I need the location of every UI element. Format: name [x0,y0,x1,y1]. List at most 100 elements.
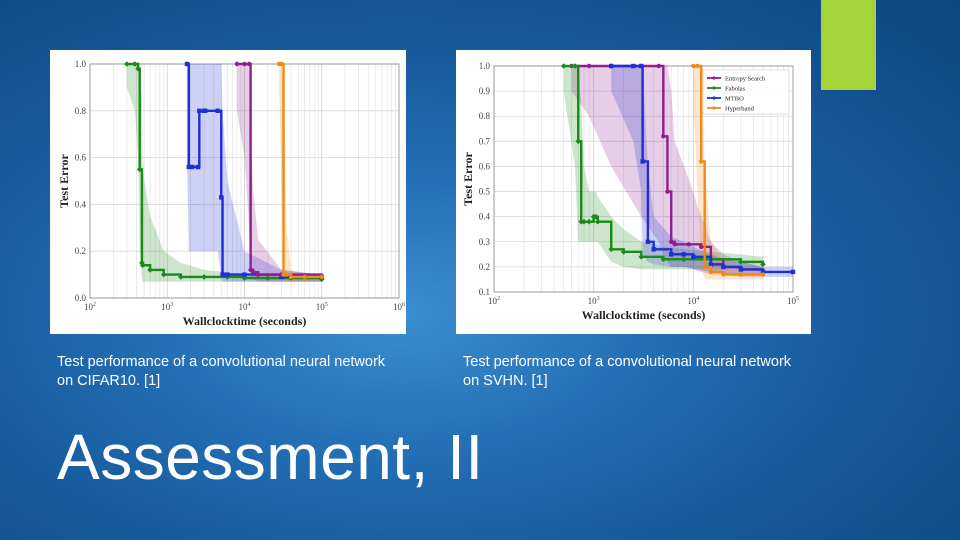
data-point [645,239,651,244]
data-point [225,272,230,277]
data-point [702,264,707,270]
x-tick-label: 103 [588,296,600,306]
y-tick-label: 0.8 [479,111,491,121]
data-point [139,260,145,266]
y-axis-label: Test Error [461,152,475,206]
legend-marker [712,86,716,90]
data-point [302,274,307,280]
series-line-3 [693,64,763,276]
legend-entry: Entropy Search [725,75,766,82]
data-point [661,134,666,139]
legend-entry: Fabolas [725,85,746,92]
data-point [139,262,146,269]
data-point [201,274,207,280]
data-point [586,218,592,225]
data-point [669,239,674,244]
legend-marker [712,96,716,100]
data-point [592,213,599,220]
data-point [790,269,796,275]
data-point [242,272,247,277]
x-axis-label: Wallclocktime (seconds) [582,308,706,322]
data-point [691,63,696,69]
data-point [680,256,687,263]
data-point [147,267,153,273]
series-band-3 [279,64,322,282]
data-point [665,189,670,194]
y-tick-label: 0.6 [75,153,87,163]
data-point [178,274,184,280]
data-point [220,272,225,277]
y-tick-label: 0.2 [75,246,86,256]
data-point [708,269,714,275]
slide-title: Assessment, II [57,421,484,493]
data-point [246,61,252,67]
data-point [639,63,644,69]
data-point [219,195,224,200]
y-tick-label: 0.2 [479,262,490,272]
caption-svhn: Test performance of a convolutional neur… [463,354,792,389]
data-point [586,63,592,69]
legend-entry: MTBO [725,95,744,102]
data-point [197,108,202,113]
y-tick-label: 0.1 [479,287,490,297]
data-point [638,254,645,260]
data-point [686,242,691,247]
data-point [281,272,286,277]
data-point [288,274,294,280]
data-point [656,63,661,69]
y-tick-label: 1.0 [75,59,87,69]
data-point [721,264,726,270]
series-band-2 [237,64,322,282]
data-point [203,108,208,113]
legend-marker [712,106,716,110]
data-point [279,61,284,67]
data-point [760,261,766,268]
data-point [284,272,289,277]
y-tick-label: 0.9 [479,86,491,96]
data-point [660,256,667,263]
data-point [760,269,766,275]
data-point [215,108,220,113]
data-point [186,164,191,170]
x-tick-label: 105 [787,296,799,306]
data-point [691,254,696,260]
data-point [318,276,325,283]
chart-cifar10: 0.0 0.2 0.4 0.6 0.8 1.0 102 103 104 105 106 Wallclo… [57,59,405,328]
data-point [721,272,726,277]
chart-panel-svhn: 0.1 0.2 0.3 0.4 0.5 0.6 0.7 0.8 0.9 1.0 102 103 104 1… [456,50,811,334]
data-point [594,218,601,225]
series-line-1 [563,64,765,265]
accent-bar [821,0,876,90]
data-point [160,271,167,278]
series-band-2 [611,66,793,277]
x-tick-label: 104 [239,302,251,312]
data-point [572,63,578,69]
y-tick-label: 1.0 [479,61,491,71]
data-point [560,63,567,69]
data-point [234,61,240,67]
x-tick-label: 106 [393,302,405,312]
x-tick-label: 105 [316,302,328,312]
data-point [669,252,674,257]
data-point [738,267,744,272]
y-axis-label: Test Error [57,154,71,208]
data-point [184,61,190,67]
data-point [699,244,704,249]
data-point [620,249,627,255]
data-point [189,164,195,170]
data-point [695,63,700,69]
data-point [631,63,636,69]
data-point [708,262,714,267]
x-tick-label: 102 [84,302,96,312]
data-point [251,270,256,275]
data-point [124,61,130,67]
data-point [760,272,766,277]
data-point [575,138,582,145]
data-point [195,164,201,170]
x-tick-label: 102 [488,296,500,306]
y-tick-label: 0.7 [479,136,491,146]
y-tick-label: 0.3 [479,237,491,247]
y-tick-label: 0.8 [75,106,87,116]
legend: Entropy Search Fabolas MTBO Hyperband [702,69,790,115]
legend-entry: Hyperband [725,105,755,112]
